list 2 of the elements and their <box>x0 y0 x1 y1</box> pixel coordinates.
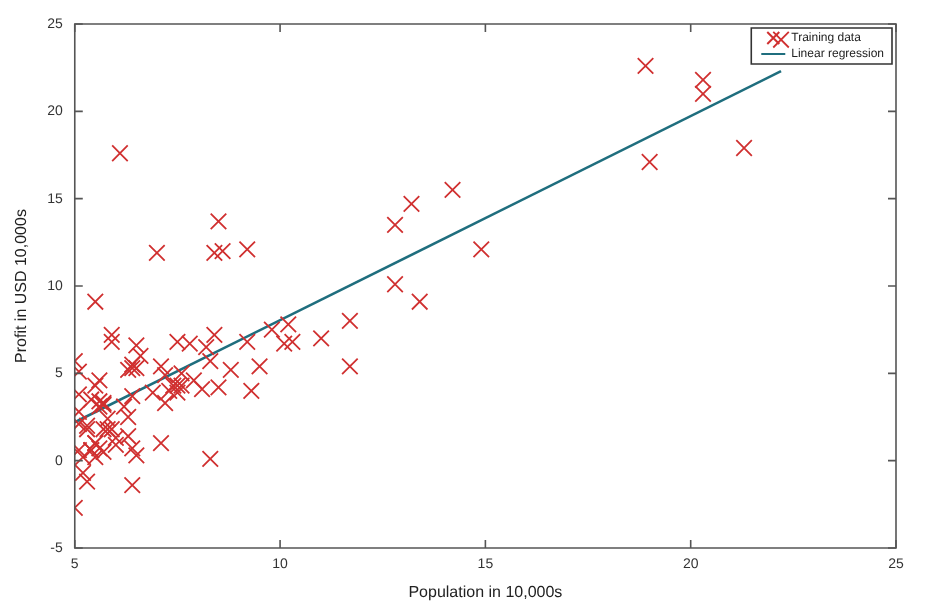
x-axis-title: Population in 10,000s <box>408 582 563 601</box>
y-axis-title: Profit in USD 10,000s <box>12 209 31 363</box>
